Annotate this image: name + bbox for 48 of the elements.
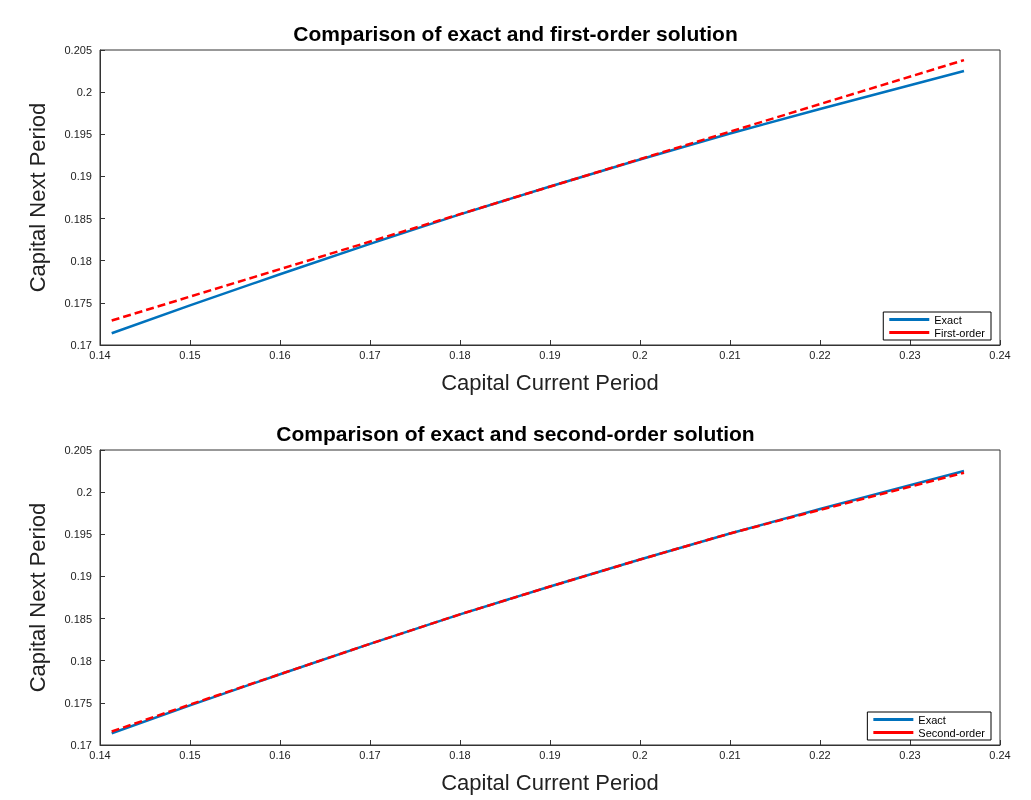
y-tick-label: 0.2 [76,486,92,499]
x-tick-label: 0.24 [989,348,1011,361]
x-tick-label: 0.23 [899,748,921,761]
legend-label: Exact [918,713,946,726]
x-tick-label: 0.16 [269,348,291,361]
legend-label: Exact [934,313,962,326]
x-tick-label: 0.14 [89,748,111,761]
y-tick-label: 0.185 [64,612,92,625]
x-tick-label: 0.19 [539,748,561,761]
y-tick-label: 0.18 [70,254,92,267]
legend-label: First-order [934,326,986,339]
y-tick-label: 0.205 [64,44,92,56]
y-tick-label: 0.18 [70,654,92,667]
x-tick-label: 0.2 [632,348,648,361]
chart-title: Comparison of exact and second-order solution [276,422,755,445]
x-tick-label: 0.18 [449,748,471,761]
x-tick-label: 0.22 [809,748,831,761]
x-tick-label: 0.15 [179,348,201,361]
x-tick-label: 0.17 [359,748,381,761]
y-tick-label: 0.175 [64,696,92,709]
x-tick-label: 0.18 [449,348,471,361]
y-tick-label: 0.2 [76,86,92,99]
y-axis-title: Capital Next Period [24,102,50,293]
y-tick-label: 0.19 [70,570,92,583]
chart-title: Comparison of exact and first-order solution [293,22,738,45]
x-tick-label: 0.16 [269,748,291,761]
y-tick-label: 0.195 [64,528,92,541]
x-tick-label: 0.21 [719,348,741,361]
x-tick-label: 0.23 [899,348,921,361]
y-tick-label: 0.19 [70,170,92,183]
y-tick-label: 0.17 [70,739,92,751]
x-axis-title: Capital Current Period [441,369,659,395]
x-axis-title: Capital Current Period [441,769,659,795]
x-tick-label: 0.24 [989,748,1011,761]
x-tick-label: 0.14 [89,348,111,361]
y-tick-label: 0.205 [64,444,92,456]
y-axis-title: Capital Next Period [24,502,50,693]
x-tick-label: 0.22 [809,348,831,361]
y-tick-label: 0.185 [64,212,92,225]
y-tick-label: 0.175 [64,296,92,309]
x-tick-label: 0.19 [539,348,561,361]
x-tick-label: 0.17 [359,348,381,361]
y-tick-label: 0.195 [64,128,92,141]
x-tick-label: 0.15 [179,748,201,761]
legend-label: Second-order [918,726,986,739]
x-tick-label: 0.2 [632,748,648,761]
x-tick-label: 0.21 [719,748,741,761]
y-tick-label: 0.17 [70,339,92,351]
